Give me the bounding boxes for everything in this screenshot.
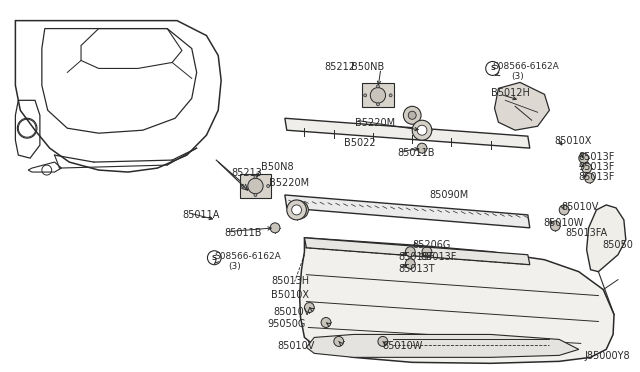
Text: S: S <box>490 65 495 71</box>
Text: S: S <box>212 255 217 261</box>
Circle shape <box>291 201 308 219</box>
Circle shape <box>582 163 591 173</box>
Circle shape <box>334 336 344 346</box>
Circle shape <box>254 193 257 196</box>
Text: B50NB: B50NB <box>351 62 385 73</box>
Text: 85010V: 85010V <box>561 202 598 212</box>
Text: S08566-6162A: S08566-6162A <box>214 252 281 261</box>
Text: 85013T: 85013T <box>399 264 435 274</box>
Circle shape <box>389 94 392 97</box>
Text: B5220M: B5220M <box>355 118 396 128</box>
Circle shape <box>405 247 415 257</box>
Circle shape <box>364 94 367 97</box>
Text: 85013F: 85013F <box>579 152 615 162</box>
Circle shape <box>579 153 589 163</box>
Text: B5022: B5022 <box>344 138 375 148</box>
Text: 85013F: 85013F <box>420 252 456 262</box>
Text: J85000Y8: J85000Y8 <box>585 352 630 361</box>
Circle shape <box>417 125 427 135</box>
Text: B5010X: B5010X <box>271 290 309 299</box>
Text: 85011A: 85011A <box>182 210 220 220</box>
Circle shape <box>248 178 263 194</box>
Circle shape <box>403 106 421 124</box>
Polygon shape <box>587 205 626 272</box>
Text: 85010V: 85010V <box>273 307 310 317</box>
Text: 85013F: 85013F <box>399 252 435 262</box>
Polygon shape <box>307 334 579 357</box>
Polygon shape <box>362 83 394 107</box>
Polygon shape <box>495 82 549 130</box>
Circle shape <box>422 247 432 257</box>
Circle shape <box>408 111 416 119</box>
Text: 85213: 85213 <box>231 168 262 178</box>
Circle shape <box>376 85 380 88</box>
Circle shape <box>296 206 303 214</box>
Circle shape <box>287 200 307 220</box>
Text: (3): (3) <box>228 262 241 271</box>
Text: B5220M: B5220M <box>269 178 309 188</box>
Text: 85011B: 85011B <box>224 228 262 238</box>
Text: 85212: 85212 <box>324 62 355 73</box>
Text: 95050G: 95050G <box>268 320 305 330</box>
Circle shape <box>321 318 331 327</box>
Circle shape <box>378 336 388 346</box>
Polygon shape <box>285 195 530 228</box>
Text: 85013FA: 85013FA <box>565 228 607 238</box>
Circle shape <box>270 223 280 233</box>
Text: 85090M: 85090M <box>429 190 468 200</box>
Circle shape <box>292 205 301 215</box>
Circle shape <box>305 302 314 312</box>
Circle shape <box>550 221 560 231</box>
Polygon shape <box>300 238 614 363</box>
Circle shape <box>412 120 432 140</box>
Circle shape <box>559 205 569 215</box>
Circle shape <box>405 259 415 269</box>
Circle shape <box>371 87 385 103</box>
Polygon shape <box>285 118 530 148</box>
Text: 85011B: 85011B <box>397 148 435 158</box>
Circle shape <box>417 143 427 153</box>
Text: 85010W: 85010W <box>383 341 423 352</box>
Text: B50N8: B50N8 <box>261 162 294 172</box>
Circle shape <box>376 103 380 106</box>
Text: B5012H: B5012H <box>491 89 529 98</box>
Polygon shape <box>240 174 271 198</box>
Circle shape <box>254 176 257 179</box>
Text: 85013F: 85013F <box>579 172 615 182</box>
Text: 85010X: 85010X <box>554 136 591 146</box>
Text: 95013F: 95013F <box>579 162 615 172</box>
Circle shape <box>241 185 244 187</box>
Text: 85010W: 85010W <box>543 218 584 228</box>
Circle shape <box>585 173 595 183</box>
Text: 85050: 85050 <box>602 240 633 250</box>
Polygon shape <box>305 238 530 265</box>
Text: 85013H: 85013H <box>271 276 309 286</box>
Text: (3): (3) <box>511 73 524 81</box>
Text: 85010V: 85010V <box>277 341 314 352</box>
Text: 85206G: 85206G <box>412 240 451 250</box>
Circle shape <box>267 185 269 187</box>
Text: S08566-6162A: S08566-6162A <box>493 62 559 71</box>
